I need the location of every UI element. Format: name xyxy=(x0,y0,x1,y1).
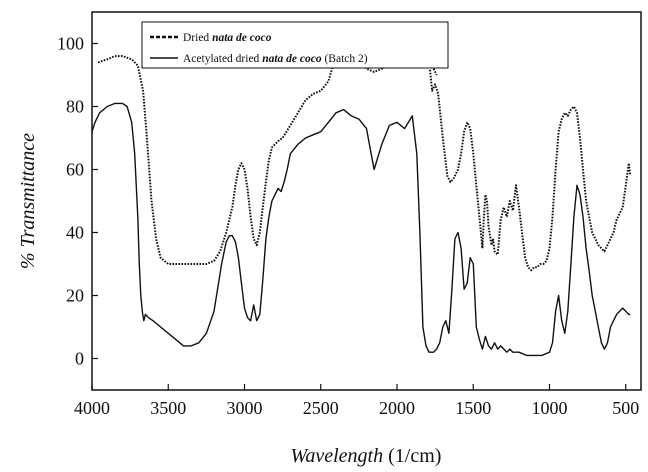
x-tick-label: 2000 xyxy=(379,398,415,418)
x-tick-label: 500 xyxy=(612,398,639,418)
legend-label-part: nata de coco xyxy=(212,32,272,44)
y-tick-label: 0 xyxy=(75,349,84,369)
series-line-1 xyxy=(97,36,632,272)
y-tick-label: 40 xyxy=(66,223,84,243)
legend-label-series-1: Dried nata de coco xyxy=(183,32,272,44)
x-tick-label: 3000 xyxy=(227,398,263,418)
series-line-2 xyxy=(91,102,631,357)
y-axis-title: % Transmittance xyxy=(17,133,39,269)
y-tick-label: 20 xyxy=(66,286,84,306)
legend: Dried nata de coco Acetylated dried nata… xyxy=(141,21,449,69)
y-tick-label: 80 xyxy=(66,97,84,117)
legend-label-part: nata de coco xyxy=(262,53,322,65)
legend-label-part: (Batch 2) xyxy=(322,53,368,65)
x-tick-label: 4000 xyxy=(74,398,110,418)
series-layer xyxy=(91,36,632,357)
x-tick-label: 3500 xyxy=(150,398,186,418)
x-tick-label: 1000 xyxy=(532,398,568,418)
series-line-1-fragment xyxy=(432,68,438,76)
legend-box xyxy=(141,21,449,69)
x-axis: 4000 3500 3000 2500 2000 1500 1000 500 xyxy=(74,384,639,418)
y-axis: 0 20 40 60 80 100 xyxy=(57,34,98,369)
x-tick-label: 2500 xyxy=(303,398,339,418)
x-tick-label: 1500 xyxy=(455,398,491,418)
legend-label-part: Dried xyxy=(183,32,212,44)
y-tick-label: 100 xyxy=(57,34,84,54)
y-tick-label: 60 xyxy=(66,160,84,180)
plot-frame xyxy=(91,11,642,391)
legend-label-series-2: Acetylated dried nata de coco (Batch 2) xyxy=(183,53,368,65)
x-axis-title: Wavelength (1/cm) xyxy=(291,445,442,467)
x-axis-title-unit: (1/cm) xyxy=(383,445,441,467)
x-axis-title-main: Wavelength xyxy=(291,445,384,467)
legend-label-part: Acetylated dried xyxy=(183,53,262,65)
